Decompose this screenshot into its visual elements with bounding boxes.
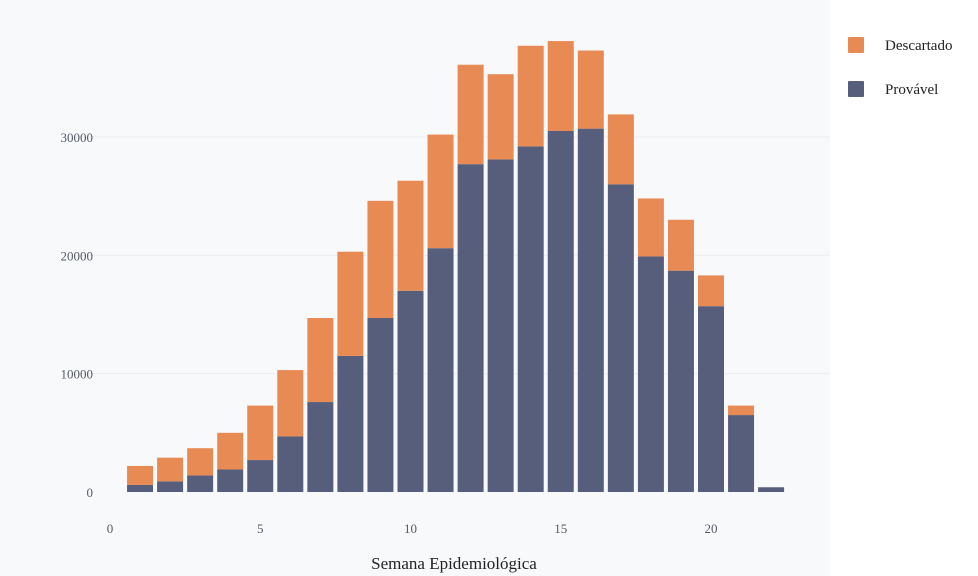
bar-provavel-week-4[interactable] — [217, 469, 244, 492]
bar-provavel-week-14[interactable] — [517, 146, 544, 492]
bar-descartado-week-16[interactable] — [577, 50, 604, 129]
bar-descartado-week-1[interactable] — [127, 465, 154, 485]
bar-provavel-week-3[interactable] — [187, 475, 214, 492]
bar-descartado-week-14[interactable] — [517, 45, 544, 147]
bar-provavel-week-1[interactable] — [127, 484, 154, 492]
bar-provavel-week-12[interactable] — [457, 164, 484, 492]
legend-item-descartado[interactable]: Descartado — [848, 37, 952, 54]
bar-descartado-week-11[interactable] — [427, 134, 454, 249]
legend-item-provavel[interactable]: Provável — [848, 81, 938, 98]
bar-descartado-week-17[interactable] — [607, 114, 634, 185]
bar-provavel-week-2[interactable] — [157, 481, 184, 492]
x-tick-label: 5 — [257, 521, 264, 536]
bars — [127, 41, 785, 493]
bar-descartado-week-9[interactable] — [367, 200, 394, 319]
bar-descartado-week-18[interactable] — [637, 198, 664, 257]
legend-swatch-descartado — [848, 37, 864, 53]
bar-descartado-week-5[interactable] — [247, 405, 274, 461]
bar-descartado-week-3[interactable] — [187, 448, 214, 476]
x-tick-label: 10 — [404, 521, 417, 536]
legend-label-descartado: Descartado — [885, 38, 952, 54]
bar-descartado-week-19[interactable] — [667, 219, 694, 271]
bar-provavel-week-17[interactable] — [607, 184, 634, 492]
bar-descartado-week-15[interactable] — [547, 41, 574, 132]
y-tick-label: 30000 — [61, 130, 94, 145]
bar-provavel-week-22[interactable] — [758, 487, 785, 492]
bar-provavel-week-9[interactable] — [367, 318, 394, 492]
bar-descartado-week-13[interactable] — [487, 74, 514, 160]
bar-provavel-week-5[interactable] — [247, 460, 274, 492]
bar-descartado-week-8[interactable] — [337, 251, 364, 356]
bar-provavel-week-13[interactable] — [487, 159, 514, 493]
bar-provavel-week-16[interactable] — [577, 128, 604, 492]
bar-descartado-week-21[interactable] — [728, 405, 755, 416]
x-tick-label: 20 — [705, 521, 718, 536]
bar-provavel-week-11[interactable] — [427, 248, 454, 492]
x-axis-ticks: 0 5 10 15 20 — [107, 521, 718, 536]
x-axis-title: Semana Epidemiológica — [371, 554, 537, 573]
legend: Descartado Provável — [848, 37, 952, 98]
x-tick-label: 0 — [107, 521, 114, 536]
bar-provavel-week-8[interactable] — [337, 355, 364, 492]
bar-provavel-week-18[interactable] — [637, 256, 664, 492]
bar-descartado-week-2[interactable] — [157, 457, 184, 482]
bar-provavel-week-20[interactable] — [698, 306, 724, 492]
bar-descartado-week-4[interactable] — [217, 432, 244, 470]
bar-descartado-week-12[interactable] — [457, 64, 484, 165]
legend-swatch-provavel — [848, 81, 864, 97]
bar-provavel-week-19[interactable] — [667, 270, 694, 492]
legend-label-provavel: Provável — [885, 82, 938, 98]
bar-descartado-week-20[interactable] — [698, 275, 724, 307]
bar-descartado-week-6[interactable] — [277, 370, 304, 437]
bar-descartado-week-10[interactable] — [397, 180, 424, 291]
bar-provavel-week-15[interactable] — [547, 131, 574, 492]
y-tick-label: 20000 — [61, 248, 94, 263]
x-tick-label: 15 — [554, 521, 567, 536]
bar-provavel-week-21[interactable] — [728, 415, 755, 492]
bar-provavel-week-7[interactable] — [307, 402, 334, 492]
bar-descartado-week-7[interactable] — [307, 318, 334, 403]
y-tick-label: 10000 — [61, 367, 94, 382]
bar-provavel-week-6[interactable] — [277, 436, 304, 492]
y-tick-label: 0 — [87, 485, 94, 500]
bar-provavel-week-10[interactable] — [397, 290, 424, 492]
y-axis-ticks: 0 10000 20000 30000 — [61, 130, 94, 500]
